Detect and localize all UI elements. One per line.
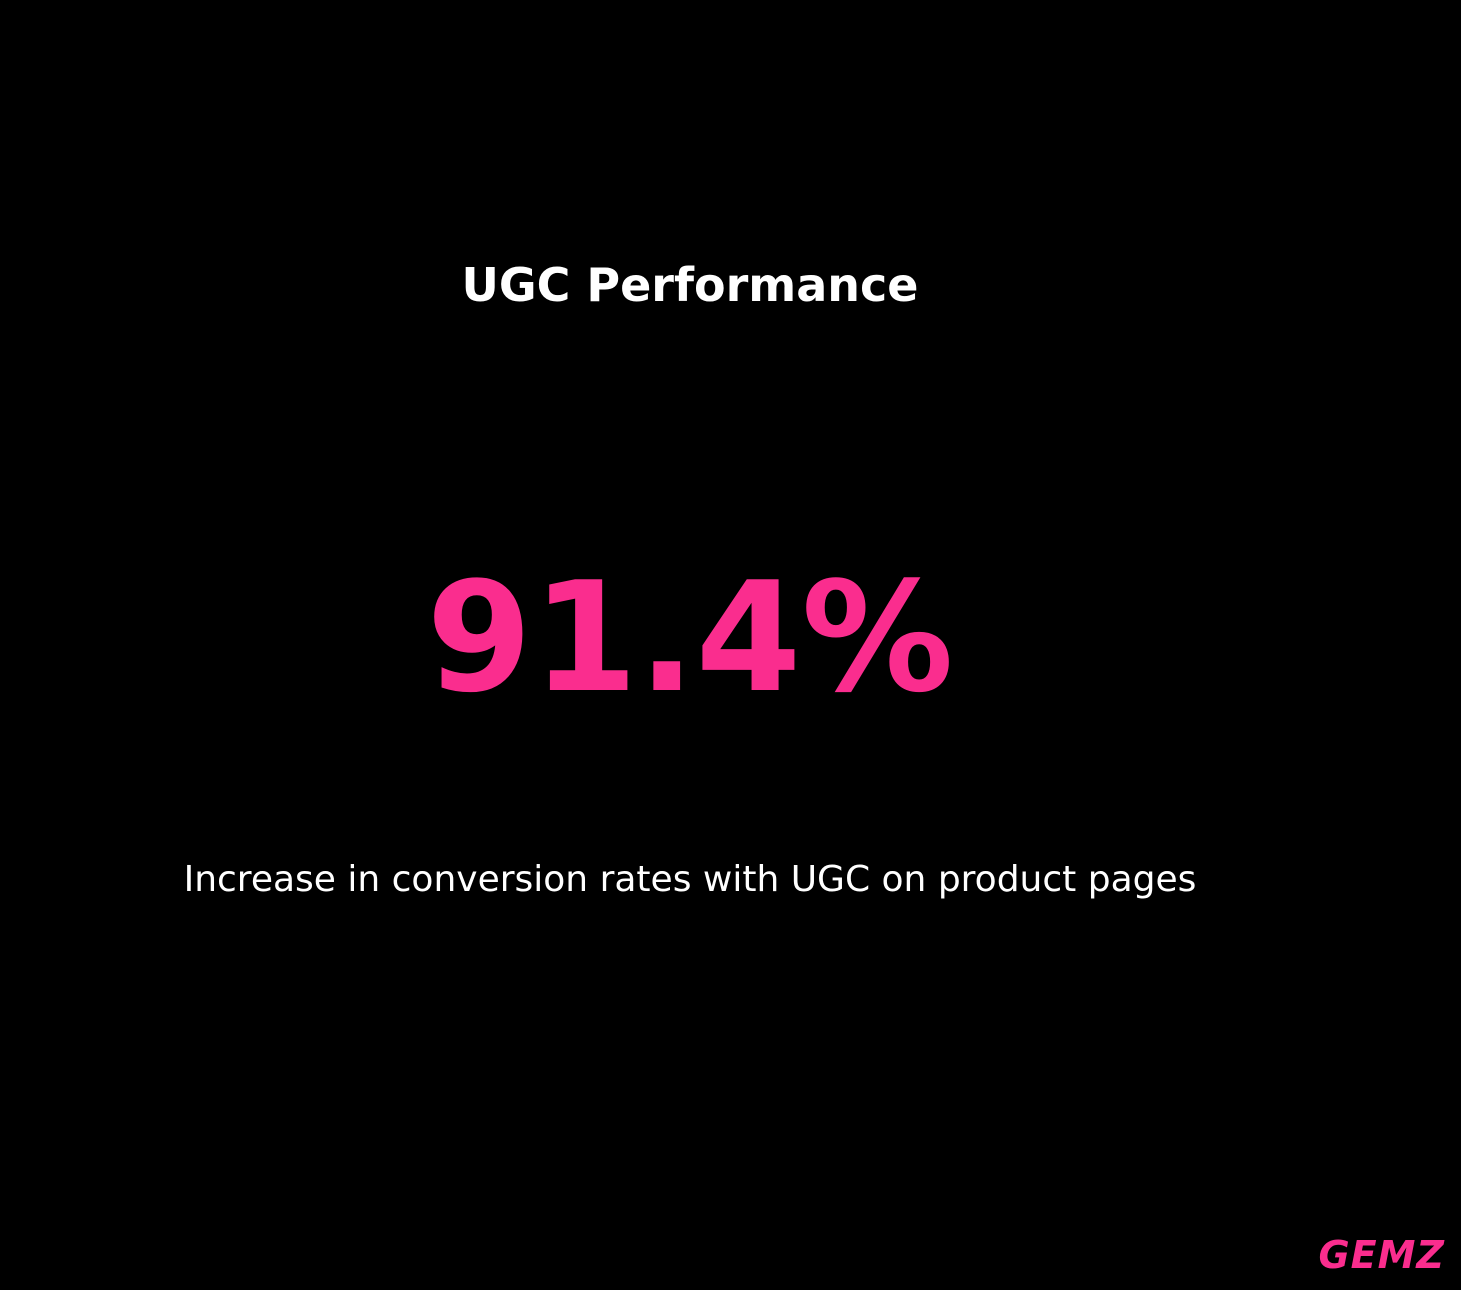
brand-watermark: GEMZ: [1318, 1233, 1445, 1277]
metric-description: Increase in conversion rates with UGC on…: [183, 859, 1197, 900]
page-title: UGC Performance: [461, 258, 919, 312]
metric-value: 91.4%: [426, 549, 954, 726]
